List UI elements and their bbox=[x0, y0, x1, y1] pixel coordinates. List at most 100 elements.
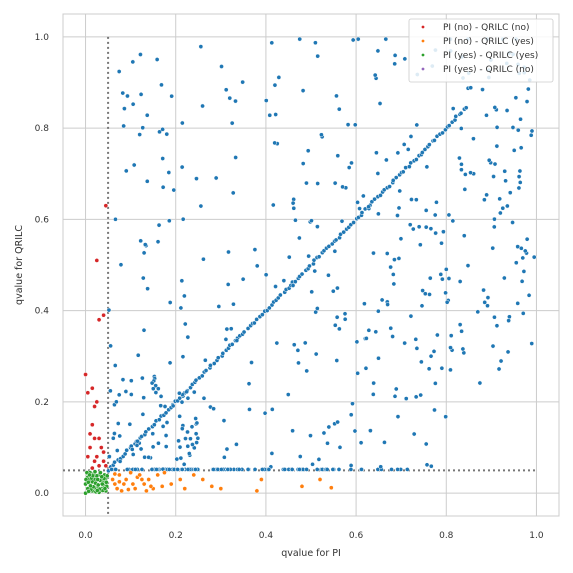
data-point bbox=[355, 36, 361, 42]
data-point bbox=[397, 188, 403, 194]
data-point bbox=[193, 377, 199, 383]
data-point bbox=[291, 342, 297, 348]
data-point bbox=[224, 446, 230, 452]
data-point bbox=[124, 447, 130, 453]
data-point bbox=[252, 467, 258, 472]
data-point bbox=[468, 85, 474, 91]
data-point bbox=[86, 489, 92, 494]
data-point bbox=[341, 229, 347, 235]
data-point bbox=[83, 372, 88, 377]
data-point bbox=[223, 337, 229, 342]
data-point bbox=[475, 309, 481, 315]
data-point bbox=[312, 268, 318, 274]
data-point bbox=[155, 386, 161, 392]
data-point bbox=[348, 467, 354, 472]
data-point bbox=[234, 441, 239, 447]
data-point bbox=[185, 429, 190, 435]
data-point bbox=[201, 395, 207, 401]
data-point bbox=[211, 361, 217, 366]
data-point bbox=[305, 148, 311, 154]
data-point bbox=[340, 184, 345, 190]
data-point bbox=[295, 347, 301, 353]
data-point bbox=[168, 481, 174, 487]
data-point bbox=[311, 257, 317, 263]
data-point bbox=[98, 470, 103, 475]
data-point bbox=[468, 170, 473, 176]
data-point bbox=[286, 254, 292, 260]
data-point bbox=[413, 336, 419, 342]
data-point bbox=[505, 349, 511, 355]
data-point bbox=[225, 282, 231, 287]
data-point bbox=[452, 117, 458, 123]
x-tick-labels: 0.0 0.2 0.4 0.6 0.8 1.0 bbox=[78, 531, 543, 541]
data-point bbox=[254, 263, 260, 269]
data-point bbox=[120, 90, 126, 96]
data-point bbox=[393, 175, 399, 180]
data-point bbox=[118, 262, 124, 268]
data-point bbox=[194, 420, 200, 426]
data-point bbox=[138, 92, 144, 97]
data-point bbox=[408, 134, 414, 139]
data-point bbox=[458, 110, 464, 116]
data-point bbox=[304, 467, 309, 472]
data-point bbox=[254, 317, 259, 322]
data-point bbox=[460, 346, 466, 352]
data-point bbox=[306, 253, 311, 259]
data-point bbox=[513, 95, 519, 101]
data-point bbox=[87, 431, 93, 437]
data-point bbox=[515, 300, 521, 306]
data-point bbox=[215, 355, 221, 361]
data-point bbox=[183, 436, 188, 441]
data-point bbox=[432, 407, 437, 413]
data-point bbox=[276, 75, 282, 80]
data-point bbox=[450, 106, 456, 111]
data-point bbox=[396, 256, 402, 261]
data-point bbox=[522, 248, 528, 254]
data-point bbox=[156, 440, 161, 446]
data-point bbox=[148, 483, 154, 489]
data-point bbox=[490, 343, 496, 349]
data-point bbox=[160, 156, 166, 161]
data-point bbox=[427, 275, 433, 281]
data-point bbox=[352, 428, 358, 434]
data-point bbox=[234, 338, 240, 343]
data-point bbox=[156, 417, 162, 423]
data-point bbox=[502, 168, 508, 174]
data-point bbox=[133, 467, 138, 472]
data-point bbox=[154, 57, 160, 62]
data-point bbox=[428, 463, 434, 469]
x-tick-label: 0.4 bbox=[259, 531, 274, 541]
data-point bbox=[404, 467, 410, 472]
data-point bbox=[457, 279, 463, 284]
data-points bbox=[83, 36, 537, 496]
data-point bbox=[350, 37, 356, 43]
data-point bbox=[191, 389, 197, 395]
y-tick-label: 0.8 bbox=[35, 124, 50, 134]
data-point bbox=[121, 481, 127, 487]
data-point bbox=[391, 281, 397, 287]
data-point bbox=[245, 467, 251, 472]
data-point bbox=[390, 334, 395, 339]
data-point bbox=[252, 247, 258, 252]
data-point bbox=[199, 373, 205, 379]
data-point bbox=[99, 474, 105, 480]
data-point bbox=[226, 249, 231, 255]
data-point bbox=[267, 305, 272, 311]
data-point bbox=[144, 178, 150, 184]
data-point bbox=[112, 481, 118, 487]
data-point bbox=[142, 242, 148, 247]
data-point bbox=[501, 275, 507, 281]
data-point bbox=[531, 254, 537, 260]
x-tick-label: 0.2 bbox=[169, 531, 183, 541]
data-point bbox=[114, 486, 120, 491]
data-point bbox=[273, 112, 279, 117]
data-point bbox=[267, 112, 273, 118]
data-point bbox=[180, 354, 186, 360]
data-point bbox=[526, 292, 532, 298]
data-point bbox=[194, 176, 199, 181]
data-point bbox=[481, 287, 486, 293]
data-point bbox=[395, 467, 400, 472]
data-point bbox=[95, 482, 101, 488]
data-point bbox=[510, 125, 516, 130]
data-point bbox=[517, 168, 523, 174]
